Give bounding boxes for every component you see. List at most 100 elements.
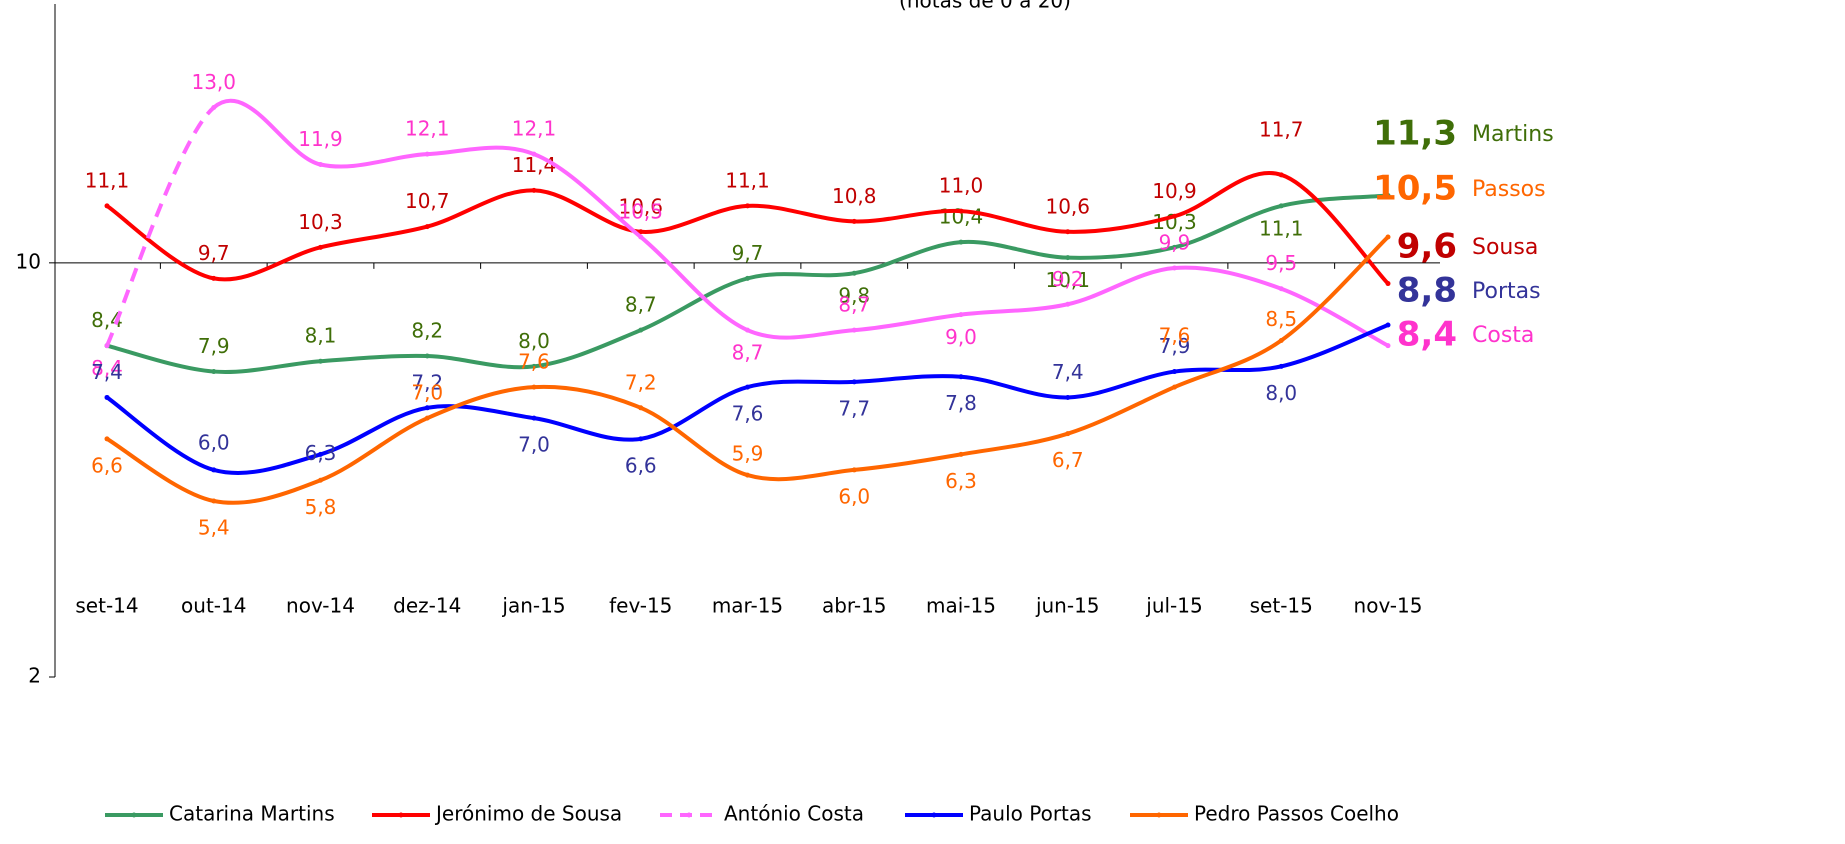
point <box>424 405 430 411</box>
point <box>1385 193 1391 199</box>
data-label: 11,1 <box>85 168 130 192</box>
y-tick-label: 10 <box>16 249 41 273</box>
point <box>318 161 323 167</box>
point <box>745 327 750 333</box>
legend-label: António Costa <box>724 802 864 826</box>
data-label: 13,0 <box>191 70 236 94</box>
x-tick-label: dez-14 <box>393 594 461 618</box>
data-label: 10,1 <box>1045 268 1090 292</box>
data-label: 8,4 <box>91 356 123 380</box>
point <box>958 451 964 457</box>
point <box>531 415 537 421</box>
data-label: 6,6 <box>91 453 123 477</box>
legend-label: Pedro Passos Coelho <box>1194 802 1399 826</box>
data-label: 7,2 <box>625 370 657 394</box>
point <box>745 203 750 209</box>
line-dashed <box>105 106 216 347</box>
point <box>531 187 537 193</box>
x-tick-label: set-15 <box>1250 594 1313 618</box>
data-label: 9,8 <box>838 284 870 308</box>
data-label: 6,0 <box>838 484 870 508</box>
data-label: 11,1 <box>1259 216 1304 240</box>
data-label: 8,0 <box>518 329 550 353</box>
end-name-label: Sousa <box>1472 235 1538 260</box>
legend-label: Jerónimo de Sousa <box>434 802 622 826</box>
point <box>958 312 964 318</box>
x-tick-label: fev-15 <box>609 594 672 618</box>
data-label: 11,0 <box>939 174 984 198</box>
point <box>1172 369 1177 375</box>
legend-marker <box>686 812 692 818</box>
data-label: 7,7 <box>838 396 870 420</box>
point <box>1065 229 1071 235</box>
data-label: 12,1 <box>512 117 557 141</box>
point <box>1065 431 1071 437</box>
data-label: 6,3 <box>305 441 337 465</box>
end-name-label: Portas <box>1472 279 1541 304</box>
point <box>1278 286 1284 292</box>
x-tick-label: mai-15 <box>926 594 996 618</box>
x-tick-label: set-14 <box>75 594 138 618</box>
legend-marker <box>931 812 937 818</box>
point <box>1278 203 1284 209</box>
point <box>958 239 964 245</box>
data-label: 8,7 <box>838 293 870 317</box>
data-label: 8,7 <box>625 293 657 317</box>
y-tick-label: 2 <box>28 664 41 688</box>
point <box>851 327 857 333</box>
legend-label: Paulo Portas <box>969 802 1092 826</box>
point <box>318 358 323 364</box>
point <box>531 151 537 157</box>
data-label: 11,7 <box>1259 117 1304 141</box>
data-label: 7,4 <box>1052 360 1084 384</box>
data-label: 6,0 <box>198 430 230 454</box>
point <box>424 415 430 421</box>
data-label: 10,8 <box>832 184 877 208</box>
data-label: 7,8 <box>945 391 977 415</box>
end-name-label: Martins <box>1472 122 1554 147</box>
point <box>104 343 110 349</box>
data-label: 9,5 <box>1265 251 1297 275</box>
data-label: 7,2 <box>411 370 443 394</box>
data-label: 7,9 <box>198 334 230 358</box>
end-value-label: 11,3 <box>1373 114 1457 154</box>
data-label: 5,4 <box>198 515 230 539</box>
data-label: 11,9 <box>298 127 343 151</box>
point <box>851 270 857 276</box>
data-label: 11,1 <box>725 168 770 192</box>
data-label: 7,9 <box>1159 334 1191 358</box>
point <box>1278 172 1284 178</box>
x-tick-label: out-14 <box>181 594 246 618</box>
point <box>638 234 644 240</box>
point <box>531 384 537 390</box>
point <box>1385 281 1391 287</box>
point <box>1172 213 1177 219</box>
point <box>851 218 857 224</box>
point <box>745 384 750 390</box>
point <box>1278 338 1284 343</box>
x-tick-label: mar-15 <box>712 594 783 618</box>
data-label: 8,2 <box>411 319 443 343</box>
legend-label: Catarina Martins <box>169 802 335 826</box>
data-label: 9,0 <box>945 325 977 349</box>
point <box>1278 363 1284 369</box>
point <box>851 467 857 473</box>
data-label: 7,6 <box>732 402 764 426</box>
point <box>1172 265 1177 271</box>
data-label: 7,4 <box>91 360 123 384</box>
data-label: 10,5 <box>618 199 663 223</box>
point <box>424 224 430 230</box>
point <box>745 472 750 478</box>
data-label: 7,0 <box>411 381 443 405</box>
x-tick-label: nov-15 <box>1354 594 1423 618</box>
point <box>318 477 323 483</box>
point <box>211 369 217 375</box>
x-tick-label: jan-15 <box>501 594 565 618</box>
point <box>318 244 323 250</box>
point <box>104 394 110 400</box>
point <box>318 451 323 457</box>
point <box>851 379 857 385</box>
end-name-label: Costa <box>1472 323 1534 348</box>
point <box>211 105 217 111</box>
